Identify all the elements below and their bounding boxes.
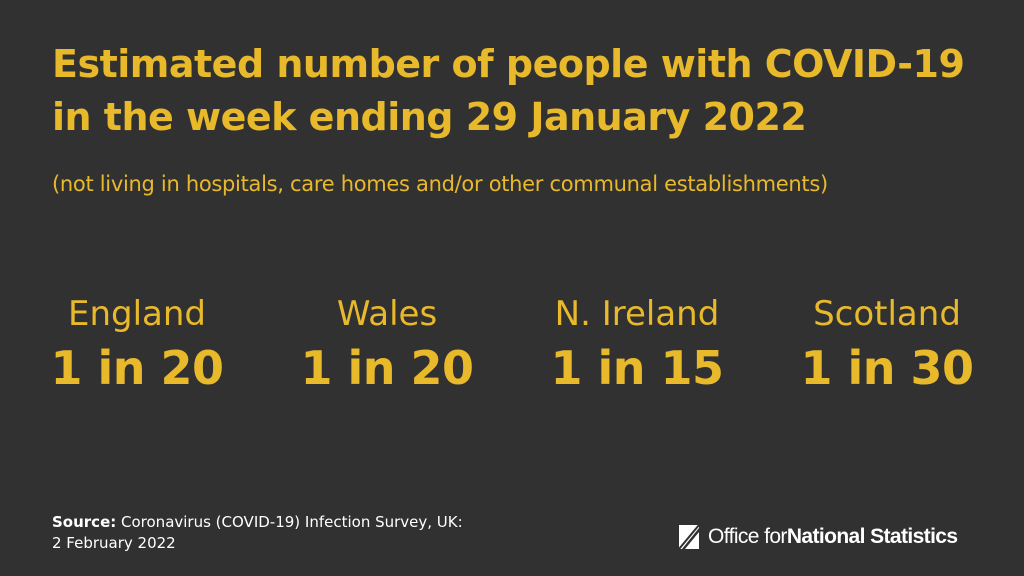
ons-logo-icon: [678, 524, 700, 550]
source-label: Source:: [52, 513, 117, 531]
stat-value: 1 in 20: [50, 341, 224, 395]
logo-text-strong: National Statistics: [786, 525, 958, 548]
ons-logo: Office for National Statistics: [676, 522, 958, 552]
headline: Estimated number of people with COVID-19…: [52, 42, 965, 139]
stat-nation-label: Scotland: [813, 294, 961, 334]
stat-value: 1 in 15: [550, 341, 724, 395]
source-text: Coronavirus (COVID-19) Infection Survey,…: [116, 513, 463, 531]
stat-value: 1 in 30: [800, 341, 974, 395]
stat-scotland: Scotland 1 in 30: [762, 290, 1012, 398]
stat-nation-label: N. Ireland: [554, 294, 720, 334]
source-note: Source: Coronavirus (COVID-19) Infection…: [52, 512, 612, 554]
stat-nation-label: England: [67, 294, 207, 334]
subtitle: (not living in hospitals, care homes and…: [52, 172, 828, 196]
logo-text-prefix: Office for: [708, 525, 787, 548]
nation-stats: England 1 in 20 Wales 1 in 20 N. Ireland…: [12, 290, 1012, 398]
stat-value: 1 in 20: [300, 341, 474, 395]
stat-wales: Wales 1 in 20: [262, 290, 512, 398]
stat-england: England 1 in 20: [12, 290, 262, 398]
stat-nation-label: Wales: [336, 294, 438, 334]
stat-northern-ireland: N. Ireland 1 in 15: [512, 290, 762, 398]
source-date: 2 February 2022: [52, 534, 176, 552]
